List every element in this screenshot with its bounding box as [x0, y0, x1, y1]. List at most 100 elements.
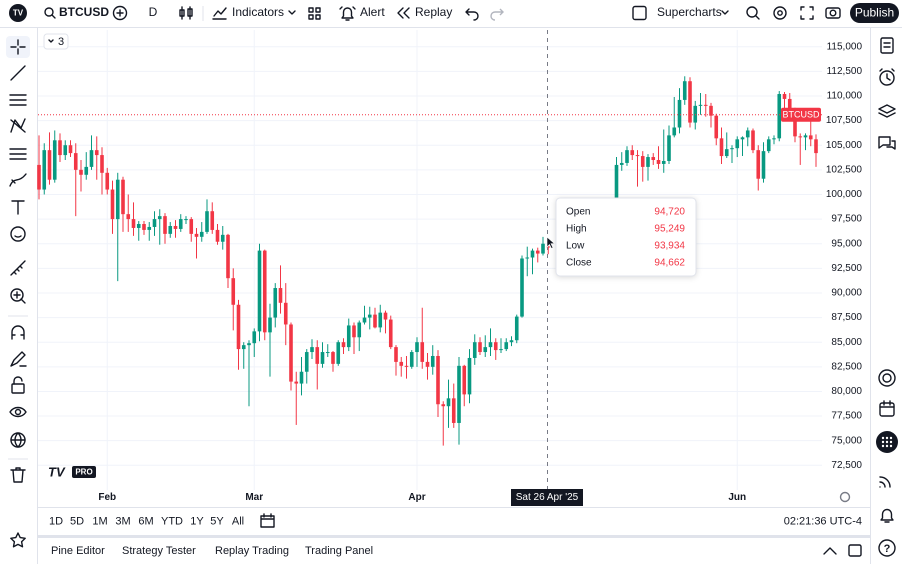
symbol[interactable]: BTCUSD — [59, 5, 109, 19]
panel-tab[interactable]: Pine Editor — [51, 545, 105, 557]
collapse-panel[interactable] — [823, 547, 837, 555]
replay-button[interactable]: Replay — [415, 5, 452, 19]
timeframe-button[interactable]: 1Y — [190, 515, 204, 527]
candle-body — [147, 226, 152, 230]
x-tick-label: Apr — [408, 492, 425, 503]
timeframe-button[interactable]: 6M — [138, 515, 153, 527]
layout-icon[interactable] — [632, 5, 647, 21]
candle-body — [205, 211, 209, 232]
timeframe-button[interactable]: YTD — [161, 515, 183, 527]
trendline-tool[interactable] — [10, 65, 26, 81]
templates-icon[interactable] — [308, 7, 321, 20]
compare-icon[interactable] — [112, 5, 128, 21]
candle-body — [614, 164, 619, 205]
candle-body — [178, 219, 183, 229]
indicators-chevron[interactable] — [288, 10, 296, 15]
candle-body — [378, 312, 383, 328]
axis-settings[interactable] — [839, 491, 851, 503]
calendar-icon[interactable] — [879, 402, 895, 417]
forecast-tool[interactable] — [9, 148, 27, 160]
candle-body — [651, 157, 656, 160]
candle-body — [115, 179, 120, 220]
settings-icon[interactable] — [773, 6, 787, 20]
candle-body — [241, 345, 246, 350]
zoom-tool[interactable] — [10, 288, 24, 302]
y-tick-label: 97,500 — [831, 214, 862, 225]
candle-body — [808, 135, 813, 140]
visibility-tool[interactable] — [9, 406, 27, 418]
timeframe-button[interactable]: 5Y — [210, 515, 224, 527]
right-sidebar: ? — [876, 37, 898, 557]
candle-body — [357, 322, 362, 338]
layout-button[interactable]: Supercharts — [657, 5, 722, 19]
watchlist-icon[interactable] — [880, 37, 894, 54]
visibility-pupil — [14, 408, 22, 416]
target-icon[interactable] — [878, 369, 896, 387]
timeframe-button[interactable]: All — [232, 515, 244, 527]
pattern-tool[interactable] — [10, 118, 26, 133]
publish-button[interactable] — [850, 3, 899, 23]
alerts-icon[interactable] — [879, 70, 895, 86]
candle-body — [546, 246, 551, 248]
alert-button[interactable]: Alert — [360, 5, 385, 19]
candle-body — [756, 150, 761, 179]
tooltip-value: 94,662 — [654, 258, 685, 269]
timeframe-button[interactable]: 1D — [49, 515, 63, 527]
watermark-badge — [72, 466, 96, 478]
layout-chevron[interactable] — [721, 10, 729, 15]
lock-tool[interactable] — [11, 383, 25, 394]
candle-body — [415, 342, 419, 353]
notifications-icon[interactable] — [880, 508, 894, 523]
stream-icon[interactable] — [879, 476, 891, 488]
indicators-icon[interactable] — [212, 7, 227, 20]
quick-search-icon[interactable] — [746, 6, 758, 18]
candle-body — [740, 137, 745, 140]
ruler-tool[interactable] — [10, 260, 26, 276]
candle-body — [772, 138, 776, 140]
timeframe-button[interactable]: 5D — [70, 515, 84, 527]
chart-type-icon[interactable] — [179, 6, 193, 20]
crosshair-tool[interactable] — [10, 39, 26, 55]
tree-tool-lines — [10, 432, 26, 448]
fib-tool[interactable] — [9, 94, 27, 106]
candle-body — [782, 94, 787, 99]
candle-body — [798, 136, 803, 138]
text-tool[interactable] — [11, 200, 25, 215]
logo[interactable] — [9, 4, 27, 22]
legend-toggle[interactable] — [43, 33, 69, 50]
delete-tool[interactable] — [10, 467, 26, 483]
alert-icon[interactable] — [339, 6, 356, 21]
interval[interactable]: D — [149, 5, 158, 19]
target-inner — [882, 373, 892, 383]
indicators-button[interactable]: Indicators — [232, 5, 284, 19]
panel-tab[interactable]: Strategy Tester — [122, 545, 196, 557]
snapshot-icon[interactable] — [825, 7, 841, 19]
panel-tab[interactable]: Replay Trading — [215, 545, 289, 557]
clock[interactable]: 02:21:36 UTC-4 — [784, 515, 862, 527]
alerts-hands — [879, 68, 895, 81]
candle-body — [635, 155, 640, 157]
candle-body — [714, 115, 719, 139]
panel-tab[interactable]: Trading Panel — [305, 545, 373, 557]
last-price-badge — [781, 107, 821, 122]
y-tick-label: 90,000 — [831, 288, 862, 299]
candle-body — [409, 352, 414, 367]
timeframe-button[interactable]: 1M — [92, 515, 107, 527]
replay-icon[interactable] — [397, 7, 410, 19]
search-icon[interactable] — [44, 7, 54, 17]
undo-icon[interactable] — [465, 8, 479, 21]
emoji-tool[interactable] — [10, 226, 26, 242]
go-to-date[interactable] — [260, 513, 275, 528]
redo-icon[interactable] — [490, 8, 504, 21]
maximize-panel[interactable] — [848, 544, 862, 557]
brush-tool[interactable] — [9, 173, 27, 187]
favorites-tool[interactable] — [10, 532, 26, 548]
stay-drawing-tool[interactable] — [10, 351, 27, 367]
timeframe-button[interactable]: 3M — [115, 515, 130, 527]
help-icon[interactable] — [878, 539, 896, 557]
lock-shackle — [13, 376, 23, 385]
layers-icon[interactable] — [878, 104, 896, 118]
fullscreen-icon[interactable] — [800, 6, 814, 20]
magnet-tool[interactable] — [11, 325, 25, 340]
chat-icon[interactable] — [878, 136, 896, 150]
